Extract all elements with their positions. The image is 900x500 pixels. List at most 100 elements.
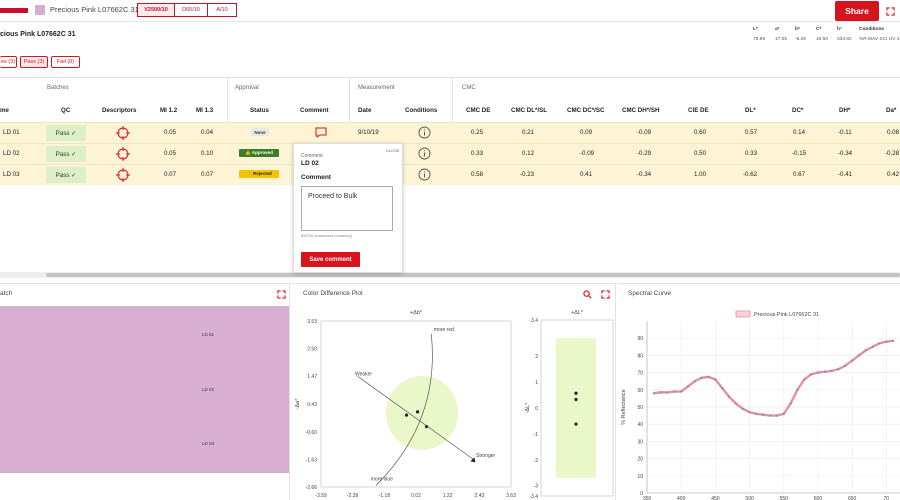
comment-icon[interactable] xyxy=(315,127,327,138)
data-point xyxy=(574,391,578,395)
standard-swatch xyxy=(35,5,45,15)
legend-label: Precious Pink L07662C 31 xyxy=(754,312,819,318)
spectral-point xyxy=(892,339,895,342)
spectral-point xyxy=(885,340,888,343)
save-comment-button[interactable]: Save comment xyxy=(301,252,360,267)
spectral-point xyxy=(727,395,731,398)
col-header-cie-de[interactable]: CIE DE xyxy=(688,107,709,114)
status-badge[interactable]: 👎 Rejected xyxy=(239,170,279,178)
y-axis-label: -Δa* xyxy=(295,398,301,410)
col-header-conditions[interactable]: Conditions xyxy=(405,107,438,114)
col-header-mi12[interactable]: MI 1.2 xyxy=(160,107,178,114)
batch-label: LD 03 xyxy=(202,441,215,446)
spectral-point xyxy=(796,388,799,391)
cmc-dh-value: -0.34 xyxy=(637,171,652,178)
standard-name: Precious Pink L07662C 31 xyxy=(50,5,139,14)
axis-top-label: +Δb* xyxy=(410,310,423,316)
popup-caption: Comment xyxy=(301,153,323,159)
expand-icon[interactable] xyxy=(277,290,286,299)
y-tick-label: 3.4 xyxy=(531,318,538,324)
spectral-point xyxy=(680,390,683,393)
table-row[interactable] xyxy=(0,164,900,185)
col-header-dh[interactable]: DH* xyxy=(839,107,851,114)
y-tick-label: 50 xyxy=(637,405,643,411)
spectral-point xyxy=(673,390,676,393)
expand-icon[interactable] xyxy=(601,290,610,299)
x-tick-label: 600 xyxy=(814,496,823,500)
spectral-point xyxy=(652,392,655,395)
tab-a10[interactable]: A/10 xyxy=(207,3,237,17)
group-cmc: CMC xyxy=(462,85,476,91)
arrow-head xyxy=(470,457,476,463)
spectral-point xyxy=(864,349,867,352)
x-tick-label: 3.63 xyxy=(506,493,516,499)
info-icon[interactable] xyxy=(418,147,431,160)
qc-pass-badge: Pass ✓ xyxy=(46,146,86,162)
status-badge[interactable]: 👍 Approved xyxy=(239,149,279,157)
table-scrollbar-thumb[interactable] xyxy=(46,273,900,277)
col-header-da[interactable]: Da* xyxy=(886,107,897,114)
status-badge[interactable]: None xyxy=(251,128,269,136)
col-header-mi13[interactable]: MI 1.3 xyxy=(196,107,214,114)
col-header-descriptors[interactable]: Descriptors xyxy=(102,107,137,114)
col-header-date[interactable]: Date xyxy=(358,107,372,114)
popup-close-button[interactable]: CLOSE xyxy=(386,148,400,153)
col-header-dl[interactable]: DL* xyxy=(745,107,756,114)
y-tick-label: 0.43 xyxy=(307,402,317,408)
row-name: LD 02 xyxy=(3,150,20,157)
col-header-qc[interactable]: QC xyxy=(61,107,71,114)
filter-all[interactable]: es (3) xyxy=(0,56,17,68)
lab-value-conditions: %R MAV SCI UV 4 xyxy=(859,37,900,42)
table-row[interactable] xyxy=(0,143,900,164)
tab-d65[interactable]: D65/10 xyxy=(174,3,208,17)
info-icon[interactable] xyxy=(418,126,431,139)
lab-value-b: -8.29 xyxy=(795,37,806,42)
y-tick-label: 1.47 xyxy=(307,374,317,380)
cmc-de-value: 0.33 xyxy=(471,150,484,157)
col-header-cmc-dc[interactable]: CMC DC*/SC xyxy=(567,107,605,114)
data-point xyxy=(574,397,578,402)
descriptor-target-icon[interactable] xyxy=(116,168,130,182)
spectral-point xyxy=(857,354,861,357)
batch-label: LD 02 xyxy=(202,387,215,392)
mi13-value: 0.07 xyxy=(201,171,214,178)
col-header-name[interactable]: me xyxy=(0,107,9,114)
y-tick-label: -2.66 xyxy=(306,485,318,491)
filter-fail[interactable]: Fail (0) xyxy=(51,56,80,68)
share-button[interactable]: Share xyxy=(835,1,879,21)
da-value: 0.42 xyxy=(887,171,900,178)
comment-popup: Comment CLOSE LD 02 Comment Proceed to B… xyxy=(293,143,403,273)
col-header-dc[interactable]: DC* xyxy=(792,107,804,114)
col-header-cmc-dh[interactable]: CMC DH*/SH xyxy=(622,107,660,114)
spectral-chart: Precious Pink L07662C 31 % Reflectance 90 8… xyxy=(621,310,900,500)
comment-textarea[interactable]: Proceed to Bulk xyxy=(301,186,393,231)
spectral-point xyxy=(707,375,710,378)
zoom-icon[interactable] xyxy=(583,290,592,299)
table-row[interactable] xyxy=(0,122,900,143)
batch-swatch-area xyxy=(0,306,289,473)
col-header-status[interactable]: Status xyxy=(250,107,269,114)
spectral-point xyxy=(803,378,806,381)
x-tick-label: 2.43 xyxy=(475,493,485,499)
expand-icon[interactable] xyxy=(886,7,895,16)
descriptor-target-icon[interactable] xyxy=(116,147,130,161)
filter-pass[interactable]: Pass (3) xyxy=(20,56,48,68)
y-tick-label: 30 xyxy=(637,439,643,445)
descriptor-target-icon[interactable] xyxy=(116,126,130,140)
col-header-cmc-de[interactable]: CMC DE xyxy=(466,107,491,114)
cmc-dc-value: 0.41 xyxy=(580,171,593,178)
y-tick-label: -1.63 xyxy=(306,457,318,463)
col-header-comment[interactable]: Comment xyxy=(300,107,329,114)
annotation-stronger: Stronger xyxy=(476,453,496,459)
spectral-panel-title: Spectral Curve xyxy=(628,290,671,297)
dc-value: -0.15 xyxy=(792,150,807,157)
y-tick-label: 3.53 xyxy=(307,319,317,325)
y-tick-label: -3 xyxy=(534,484,539,490)
spectral-point xyxy=(721,386,724,390)
lab-header-l: L* xyxy=(753,27,758,32)
col-header-cmc-dl[interactable]: CMC DL*/SL xyxy=(511,107,548,114)
info-icon[interactable] xyxy=(418,168,431,181)
spectral-point xyxy=(810,373,813,376)
y-axis-label: -ΔL* xyxy=(525,402,531,414)
tab-v2500[interactable]: V2500/10 xyxy=(137,3,175,17)
